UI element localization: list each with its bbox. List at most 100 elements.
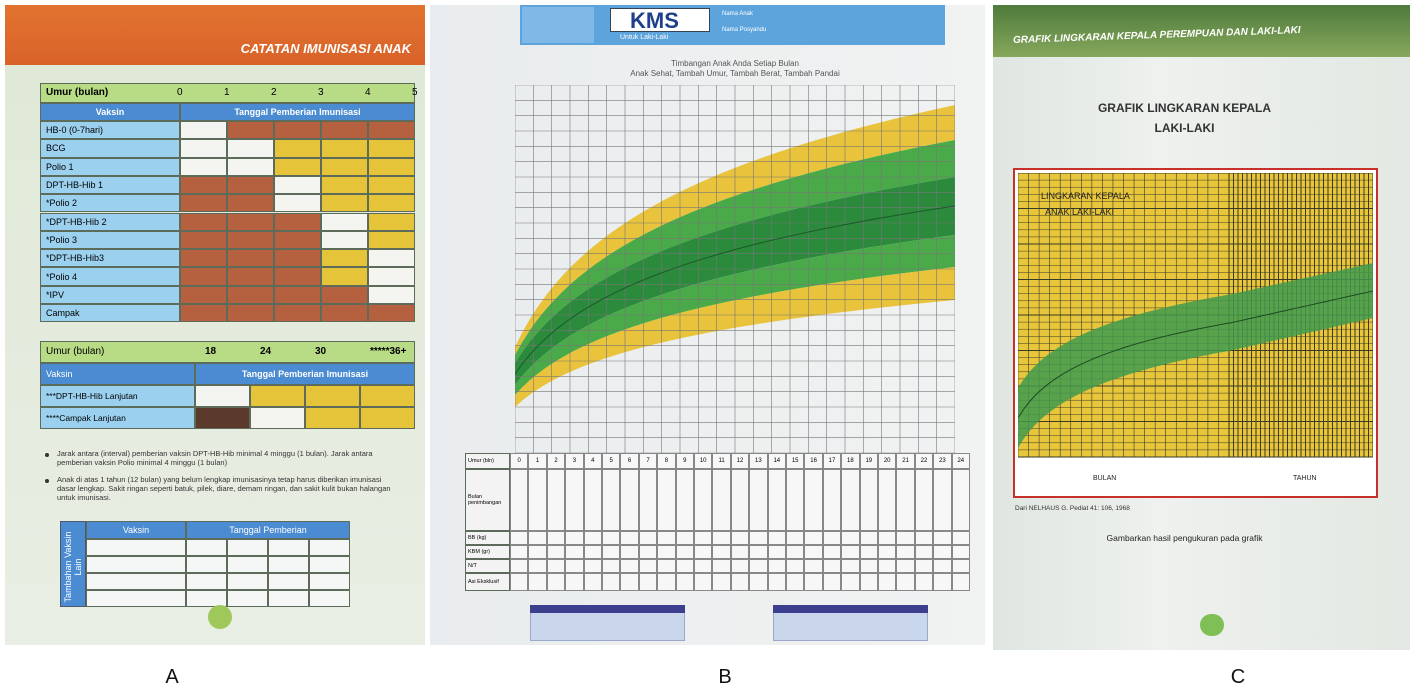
row-label: Bulan penimbangan — [465, 469, 510, 531]
record-cell: 18 — [841, 453, 859, 469]
date-cell — [368, 121, 415, 139]
record-cell: 22 — [915, 453, 933, 469]
record-cell — [731, 469, 749, 531]
panel-label: B — [715, 666, 735, 689]
date-cell — [368, 213, 415, 231]
vaccine-name: *DPT-HB-Hib 2 — [40, 213, 180, 231]
brand-sub: Untuk Laki-Laki — [620, 34, 668, 41]
date-cell — [321, 267, 368, 285]
record-cell — [639, 559, 657, 573]
record-cell — [602, 469, 620, 531]
record-cell — [878, 559, 896, 573]
date-cell — [250, 407, 305, 429]
record-cell — [768, 573, 786, 591]
record-cell: 11 — [712, 453, 730, 469]
age-value: 4 — [365, 87, 371, 98]
vaccine-name: ****Campak Lanjutan — [40, 407, 195, 429]
record-cell: 17 — [823, 453, 841, 469]
date-cell — [305, 407, 360, 429]
date-cell — [227, 267, 274, 285]
record-cell: 5 — [602, 453, 620, 469]
record-cell — [657, 545, 675, 559]
record-cell — [584, 469, 602, 531]
date-cell — [368, 249, 415, 267]
note-text: Jarak antara (interval) pemberian vaksin… — [57, 449, 397, 467]
record-cell — [584, 545, 602, 559]
record-cell — [584, 559, 602, 573]
page-badge — [208, 605, 232, 629]
record-cell — [547, 531, 565, 545]
record-cell — [694, 531, 712, 545]
chart-label: LINGKARAN KEPALA — [1041, 191, 1130, 201]
record-cell — [676, 531, 694, 545]
side-label-text: Tambahan Vaksin Lain — [63, 524, 83, 610]
date-cell — [309, 556, 350, 573]
age-value: 30 — [315, 346, 326, 357]
date-cell — [368, 194, 415, 212]
chart-title: Timbangan Anak Anda Setiap Bulan — [515, 59, 955, 68]
record-cell — [731, 531, 749, 545]
followup-table: Umur (bulan)182430*****36+VaksinTanggal … — [40, 341, 415, 437]
date-cell — [274, 267, 321, 285]
date-cell — [360, 407, 415, 429]
date-cell — [227, 121, 274, 139]
age-value: 5 — [412, 87, 418, 98]
vaccine-name: BCG — [40, 139, 180, 157]
vaccine-header: Vaksin — [40, 363, 195, 385]
record-cell — [694, 469, 712, 531]
date-cell — [321, 194, 368, 212]
note-bullet — [45, 453, 49, 457]
record-cell — [786, 469, 804, 531]
date-cell — [227, 573, 268, 590]
record-cell — [510, 531, 528, 545]
record-cell — [528, 573, 546, 591]
vaccine-name: HB-0 (0-7hari) — [40, 121, 180, 139]
record-cell — [676, 469, 694, 531]
record-cell: 21 — [896, 453, 914, 469]
panel-b: KMSUntuk Laki-LakiNama AnakNama Posyandu… — [430, 5, 985, 645]
record-cell — [620, 545, 638, 559]
date-cell — [321, 213, 368, 231]
date-cell — [309, 590, 350, 607]
record-cell: 23 — [933, 453, 951, 469]
date-cell — [268, 573, 309, 590]
record-cell — [565, 531, 583, 545]
record-cell — [528, 545, 546, 559]
record-cell — [915, 573, 933, 591]
info-box-header — [773, 605, 928, 613]
date-cell — [368, 139, 415, 157]
date-cell — [180, 304, 227, 322]
date-cell — [180, 158, 227, 176]
record-cell — [804, 559, 822, 573]
record-cell — [896, 559, 914, 573]
date-cell — [274, 139, 321, 157]
date-cell — [305, 385, 360, 407]
date-header: Tanggal Pemberian — [186, 521, 350, 539]
record-cell: 15 — [786, 453, 804, 469]
record-cell: 10 — [694, 453, 712, 469]
page-badge — [1200, 614, 1224, 636]
note-text: Anak di atas 1 tahun (12 bulan) yang bel… — [57, 475, 397, 502]
record-cell: 0 — [510, 453, 528, 469]
record-cell — [620, 531, 638, 545]
date-cell — [321, 286, 368, 304]
date-cell — [227, 139, 274, 157]
record-cell: 14 — [768, 453, 786, 469]
panel-label: C — [1228, 666, 1248, 689]
record-cell — [657, 469, 675, 531]
date-cell — [227, 158, 274, 176]
record-cell — [878, 469, 896, 531]
record-cell — [676, 573, 694, 591]
record-cell — [915, 545, 933, 559]
vaccine-name: Campak — [40, 304, 180, 322]
date-cell — [368, 176, 415, 194]
record-cell — [528, 531, 546, 545]
record-cell — [841, 469, 859, 531]
vaccine-cell — [86, 556, 186, 573]
date-cell — [180, 213, 227, 231]
date-cell — [321, 158, 368, 176]
record-cell — [510, 573, 528, 591]
record-cell — [602, 559, 620, 573]
record-cell — [860, 531, 878, 545]
record-cell — [712, 573, 730, 591]
